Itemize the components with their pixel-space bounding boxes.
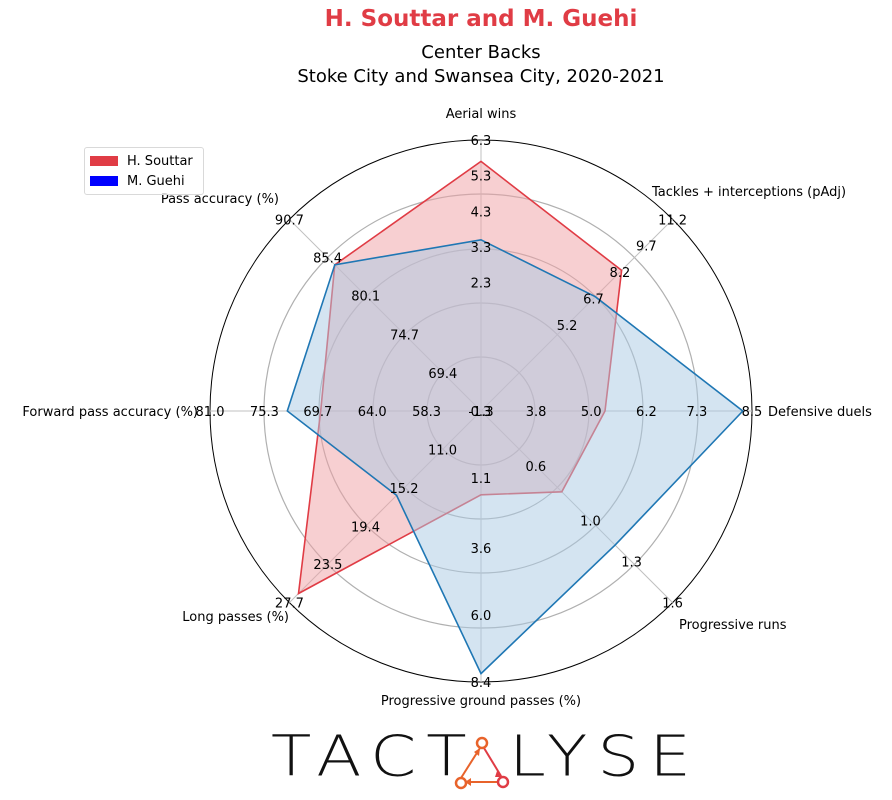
tick-label-axis4-0: 1.1 — [471, 472, 492, 487]
tick-label-axis0-1: 2.3 — [471, 277, 492, 292]
axis-label-7: Pass accuracy (%) — [161, 192, 279, 207]
tick-label-axis6-4: 81.0 — [196, 405, 225, 420]
tick-label-axis5-2: 19.4 — [351, 521, 380, 536]
axis-label-5: Long passes (%) — [182, 610, 289, 625]
tick-label-axis2-0: 3.8 — [526, 405, 547, 420]
tick-label-axis2-3: 7.3 — [687, 405, 708, 420]
tick-label-axis1-1: 5.2 — [557, 319, 578, 334]
tactalyse-logo: TACT LYSE — [271, 724, 691, 795]
tick-label-axis0-0: -1.3 — [468, 405, 493, 420]
tick-label-axis4-1: 3.6 — [471, 542, 492, 557]
legend-item-souttar: H. Souttar — [90, 153, 193, 169]
tick-label-axis6-0: 58.3 — [412, 405, 441, 420]
axis-label-2: Defensive duels — [768, 405, 872, 420]
tick-label-axis2-1: 5.0 — [581, 405, 602, 420]
tick-label-axis3-3: 1.6 — [662, 597, 683, 612]
chart-subtitle-position: Center Backs — [421, 42, 541, 63]
tick-label-axis6-1: 64.0 — [358, 405, 387, 420]
tick-label-axis5-4: 27.7 — [275, 597, 304, 612]
tick-label-axis7-4: 90.7 — [275, 213, 304, 228]
tick-label-axis7-2: 80.1 — [351, 290, 380, 305]
tick-label-axis1-0: 0.3 — [471, 405, 492, 420]
tick-label-axis3-0: 0.6 — [525, 460, 546, 475]
tick-label-axis1-3: 8.2 — [610, 266, 631, 281]
legend-label-guehi: M. Guehi — [127, 173, 185, 189]
chart-legend: H. Souttar M. Guehi — [84, 147, 204, 195]
tick-label-axis7-3: 85.4 — [313, 252, 342, 267]
tick-label-axis3-2: 1.3 — [621, 556, 642, 571]
legend-item-guehi: M. Guehi — [90, 173, 185, 189]
tick-label-axis6-3: 75.3 — [250, 405, 279, 420]
tick-label-axis4-3: 8.4 — [471, 676, 492, 691]
legend-swatch-guehi — [90, 176, 118, 186]
tick-label-axis0-2: 3.3 — [471, 241, 492, 256]
triangle-network-icon — [454, 736, 510, 790]
tick-label-axis5-1: 15.2 — [390, 482, 419, 497]
series-polygon-m-guehi — [286, 238, 744, 675]
tick-label-axis5-0: 11.0 — [428, 444, 457, 459]
tick-label-axis3-1: 1.0 — [580, 515, 601, 530]
logo-text-right: LYSE — [509, 723, 701, 790]
logo-mark — [454, 736, 510, 790]
axis-label-4: Progressive ground passes (%) — [381, 694, 581, 709]
tick-label-axis5-3: 23.5 — [313, 558, 342, 573]
tick-label-axis2-4: 8.5 — [742, 405, 763, 420]
tick-label-axis0-3: 4.3 — [471, 205, 492, 220]
tick-label-axis1-2: 6.7 — [583, 293, 604, 308]
radar-chart: -1.3 2.3 3.3 4.3 5.3 6.3 0.3 5.2 6.7 8.2 9.711.2 3.… — [22, 107, 872, 709]
tick-label-axis0-4: 5.3 — [471, 170, 492, 185]
axis-label-3: Progressive runs — [679, 618, 787, 633]
tick-label-axis1-5: 11.2 — [658, 213, 687, 228]
axis-label-1: Tackles + interceptions (pAdj) — [651, 185, 846, 200]
tick-label-axis6-2: 69.7 — [303, 405, 332, 420]
legend-label-souttar: H. Souttar — [127, 153, 193, 169]
chart-title: H. Souttar and M. Guehi — [324, 6, 638, 32]
tick-label-axis7-1: 74.7 — [390, 329, 419, 344]
logo-text-left: TACT — [271, 723, 477, 790]
tick-label-axis0-5: 6.3 — [471, 134, 492, 149]
axis-label-6: Forward pass accuracy (%) — [22, 405, 198, 420]
axis-label-0: Aerial wins — [446, 107, 517, 122]
tick-label-axis2-2: 6.2 — [636, 405, 657, 420]
tick-label-axis4-2: 6.0 — [471, 609, 492, 624]
legend-swatch-souttar — [90, 156, 118, 166]
tick-label-axis7-0: 69.4 — [428, 367, 457, 382]
chart-subtitle-teams: Stoke City and Swansea City, 2020-2021 — [297, 66, 665, 87]
tick-label-axis1-4: 9.7 — [636, 240, 657, 255]
